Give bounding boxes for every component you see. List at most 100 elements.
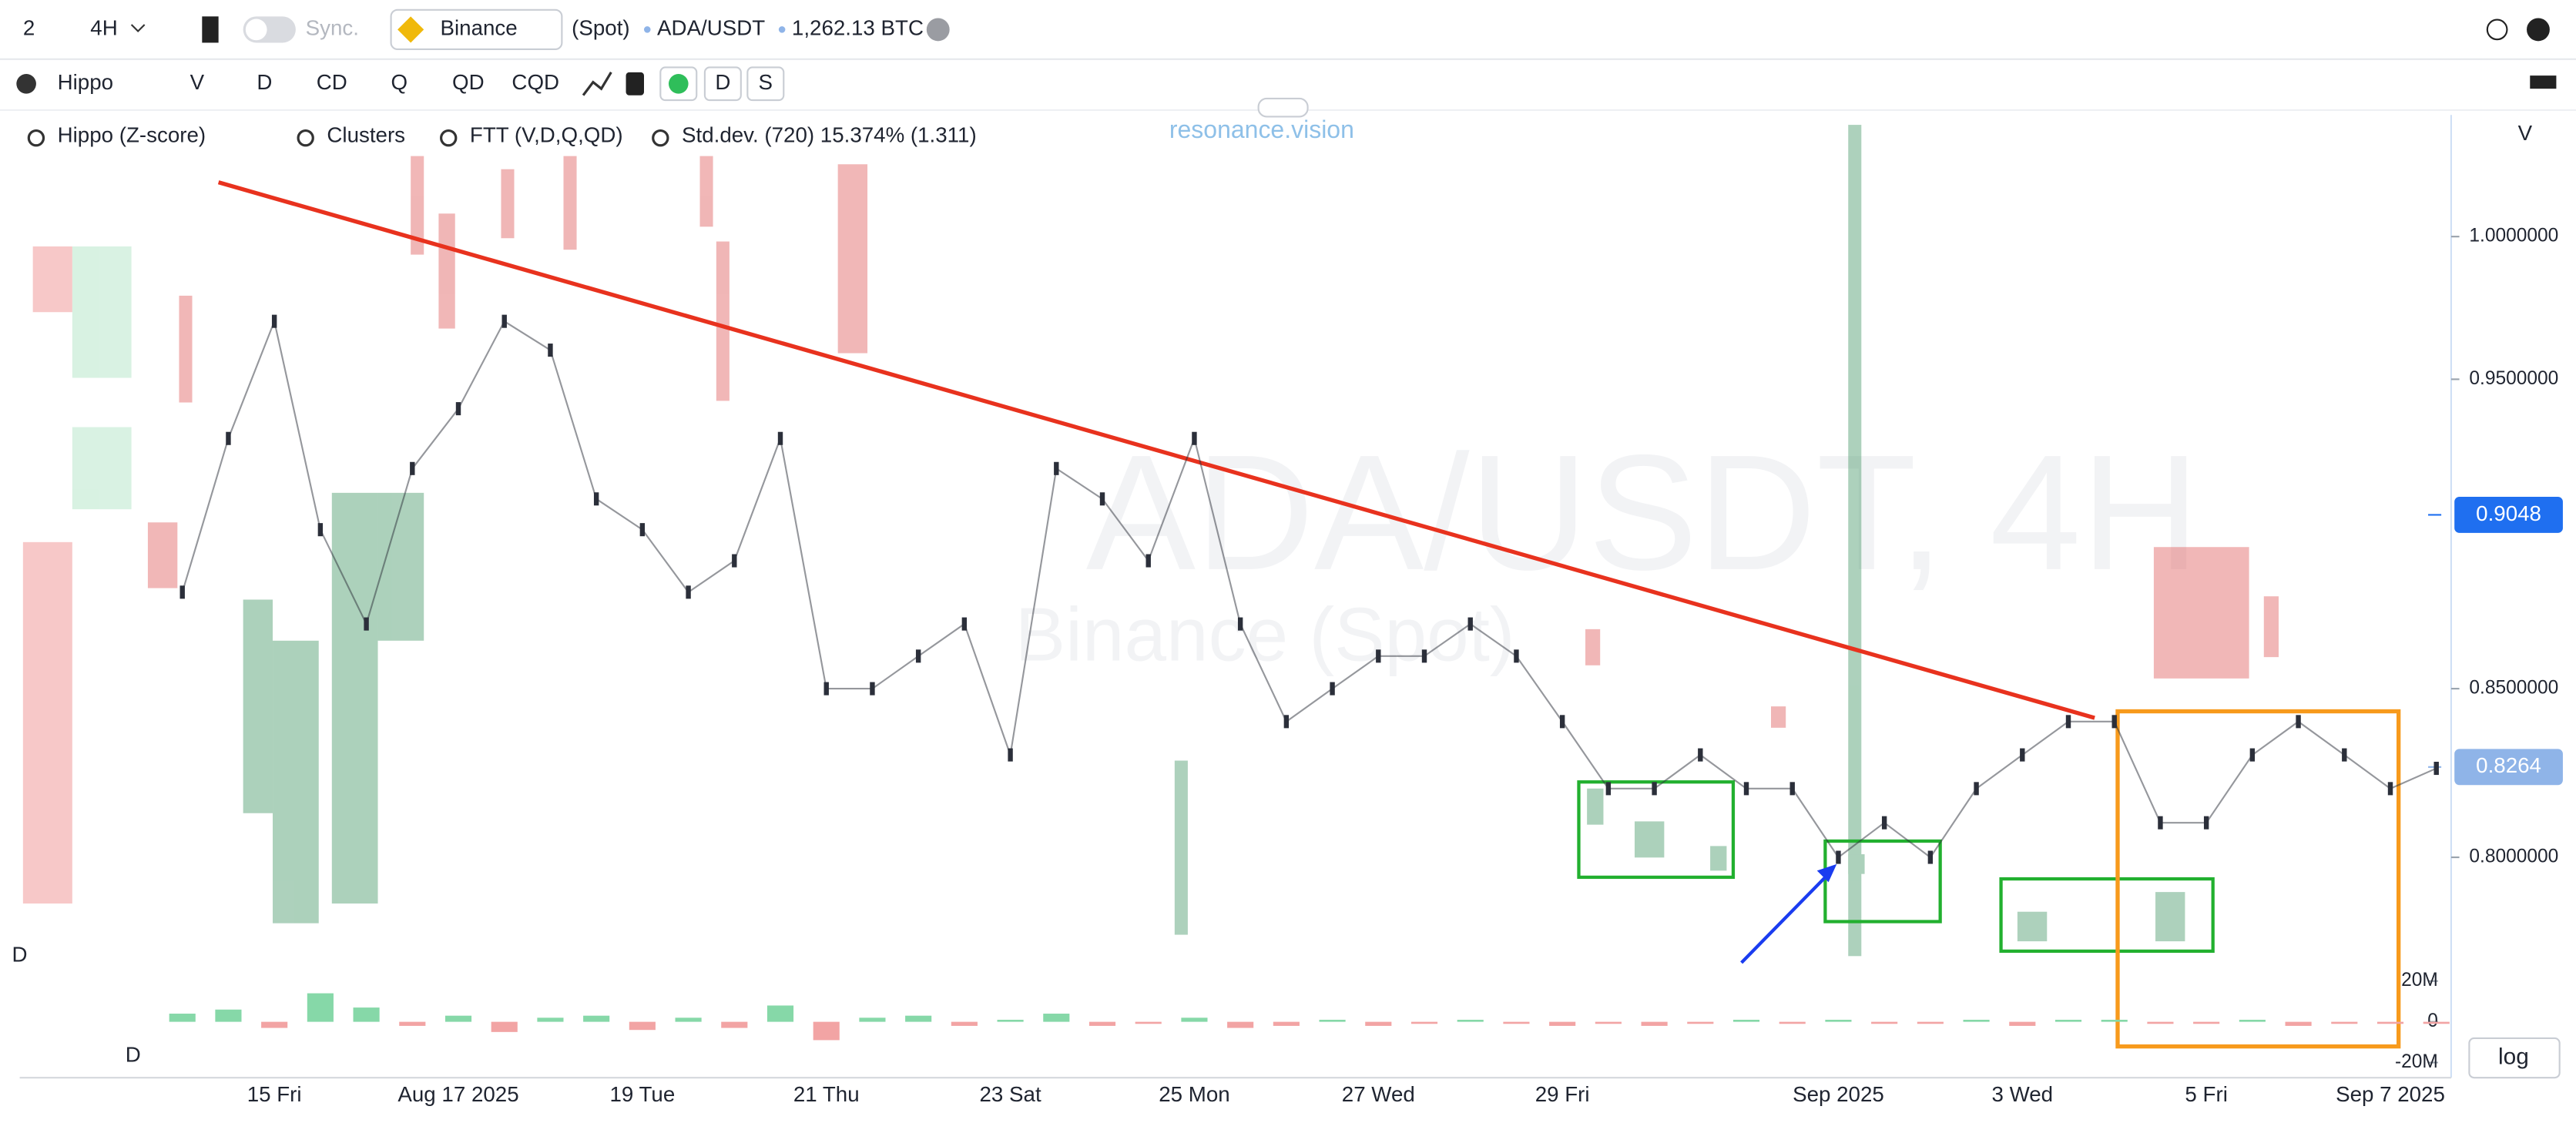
volume-bar bbox=[1181, 1017, 1208, 1022]
volume-bar bbox=[2331, 1021, 2358, 1024]
volume-bar bbox=[1319, 1019, 1346, 1022]
candle bbox=[1283, 715, 1290, 729]
volume-bar bbox=[813, 1021, 840, 1041]
indicator-bar: Hippo V D CD Q QD CQD D S bbox=[58, 70, 773, 94]
volume-bar bbox=[675, 1017, 702, 1022]
candle bbox=[179, 585, 185, 599]
cluster bbox=[273, 640, 319, 924]
volume-bar bbox=[951, 1021, 978, 1026]
exchange[interactable]: Binance bbox=[441, 16, 518, 40]
candle bbox=[1743, 782, 1749, 796]
indicator-button[interactable]: QD bbox=[452, 70, 485, 94]
legend-item[interactable]: FTT (V,D,Q,QD) bbox=[470, 122, 623, 146]
indicator-button[interactable]: D bbox=[715, 70, 730, 94]
eye-icon[interactable] bbox=[27, 129, 45, 147]
indicator-button[interactable]: S bbox=[759, 70, 773, 94]
candle bbox=[1054, 461, 1059, 475]
log-button-label[interactable]: log bbox=[2498, 1044, 2529, 1069]
volume-bar bbox=[1917, 1021, 1944, 1024]
chart-icon[interactable] bbox=[582, 72, 612, 96]
volume-bar bbox=[353, 1007, 380, 1022]
timeframe[interactable]: 4H bbox=[90, 16, 117, 40]
eye-icon[interactable] bbox=[652, 129, 669, 147]
candle bbox=[1145, 554, 1151, 568]
volume-bar bbox=[905, 1015, 932, 1022]
cluster bbox=[1585, 629, 1601, 665]
ruler-icon[interactable] bbox=[2530, 75, 2557, 89]
button-frame[interactable] bbox=[746, 66, 785, 102]
share-icon[interactable] bbox=[2486, 18, 2508, 41]
candle bbox=[2296, 715, 2301, 729]
collapse-button[interactable] bbox=[1257, 97, 1309, 118]
cluster bbox=[2263, 596, 2279, 658]
status-icon bbox=[926, 18, 950, 42]
candle bbox=[2342, 748, 2347, 762]
indicator-button[interactable]: Hippo bbox=[58, 70, 113, 94]
candle bbox=[548, 344, 553, 357]
cluster bbox=[1771, 706, 1786, 728]
exchange-select[interactable] bbox=[390, 8, 563, 51]
candle bbox=[2065, 715, 2071, 729]
candle bbox=[410, 461, 415, 475]
highlight-box bbox=[2115, 709, 2401, 1049]
eye-icon[interactable] bbox=[297, 129, 314, 147]
indicator-button[interactable]: D bbox=[257, 70, 272, 94]
indicator-button[interactable]: CD bbox=[317, 70, 347, 94]
pair[interactable]: ADA/USDT bbox=[657, 16, 765, 40]
candle bbox=[686, 585, 691, 599]
candle bbox=[777, 431, 783, 445]
cluster bbox=[331, 492, 378, 904]
arrow-head bbox=[1816, 863, 1837, 883]
notes-icon[interactable] bbox=[626, 72, 644, 96]
volume-bar bbox=[1871, 1021, 1898, 1024]
candle bbox=[1698, 748, 1703, 762]
add-button[interactable] bbox=[659, 66, 698, 102]
legend-item[interactable]: Hippo (Z-score) bbox=[58, 122, 206, 146]
eye-icon[interactable] bbox=[440, 129, 458, 147]
volume: 1,262.13 BTC bbox=[792, 16, 924, 40]
volume-bar bbox=[1227, 1021, 1254, 1028]
dot bbox=[644, 26, 651, 33]
profile bbox=[72, 427, 132, 510]
candle bbox=[2249, 748, 2256, 762]
volume-bar bbox=[215, 1009, 242, 1022]
volume-bar bbox=[1135, 1021, 1162, 1024]
volume-bar bbox=[1410, 1021, 1438, 1024]
button-frame[interactable] bbox=[703, 66, 742, 102]
volume-bar bbox=[997, 1019, 1024, 1022]
candle bbox=[1237, 617, 1243, 631]
volume-bar bbox=[1457, 1019, 1484, 1022]
log-button[interactable] bbox=[2468, 1037, 2561, 1079]
highlight-box bbox=[1577, 780, 1736, 880]
candle bbox=[2020, 748, 2025, 762]
candle bbox=[1836, 850, 1841, 864]
candle bbox=[364, 617, 369, 631]
layouts[interactable]: 2 bbox=[23, 16, 35, 40]
indicator-button[interactable]: Q bbox=[391, 70, 408, 94]
volume-bar bbox=[1549, 1021, 1576, 1026]
candle bbox=[2433, 762, 2439, 776]
candle bbox=[1514, 649, 1519, 663]
indicator-button[interactable]: V bbox=[190, 70, 205, 94]
highlight-box bbox=[1823, 839, 1942, 924]
candle bbox=[961, 617, 968, 631]
indicator-button[interactable]: CQD bbox=[512, 70, 559, 94]
volume-bar bbox=[1779, 1021, 1806, 1024]
volume-bar bbox=[1503, 1021, 1530, 1024]
volume-bar bbox=[1365, 1021, 1392, 1026]
legend-item[interactable]: Clusters bbox=[327, 122, 405, 146]
help-icon[interactable] bbox=[2527, 18, 2550, 42]
cluster bbox=[1634, 821, 1665, 858]
watermark-source: Binance (Spot) bbox=[1015, 592, 1515, 677]
sync-label[interactable]: Sync. bbox=[306, 16, 359, 40]
price-label: 0.8264 bbox=[2476, 753, 2541, 777]
legend-item[interactable]: Std.dev. (720) 15.374% (1.311) bbox=[682, 122, 977, 146]
candle bbox=[2158, 816, 2163, 830]
candle bbox=[271, 314, 277, 328]
bar-icon[interactable] bbox=[202, 16, 219, 43]
volume-bar bbox=[2101, 1019, 2128, 1022]
plot: 1.0000000 0.9500000 0.8500000 0.8000000 0.90… bbox=[169, 226, 2563, 1106]
dot bbox=[778, 26, 786, 33]
volume-bar bbox=[1732, 1019, 1760, 1022]
settings-icon[interactable] bbox=[16, 73, 36, 94]
